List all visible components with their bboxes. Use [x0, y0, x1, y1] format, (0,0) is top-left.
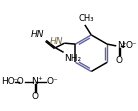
Text: CH₃: CH₃ [78, 14, 94, 23]
Text: ⁻O: ⁻O [12, 77, 24, 86]
Text: O: O [32, 92, 39, 101]
Text: HO: HO [1, 77, 14, 86]
Text: HN: HN [31, 30, 44, 39]
Text: O⁻: O⁻ [47, 77, 58, 86]
Text: O: O [116, 56, 123, 65]
Text: +: + [38, 76, 43, 81]
Text: NH₂: NH₂ [64, 54, 82, 63]
Text: N: N [117, 41, 124, 50]
Text: N: N [31, 77, 38, 86]
Text: +: + [121, 41, 126, 46]
Text: O⁻: O⁻ [125, 41, 137, 50]
Text: HN: HN [50, 37, 64, 46]
